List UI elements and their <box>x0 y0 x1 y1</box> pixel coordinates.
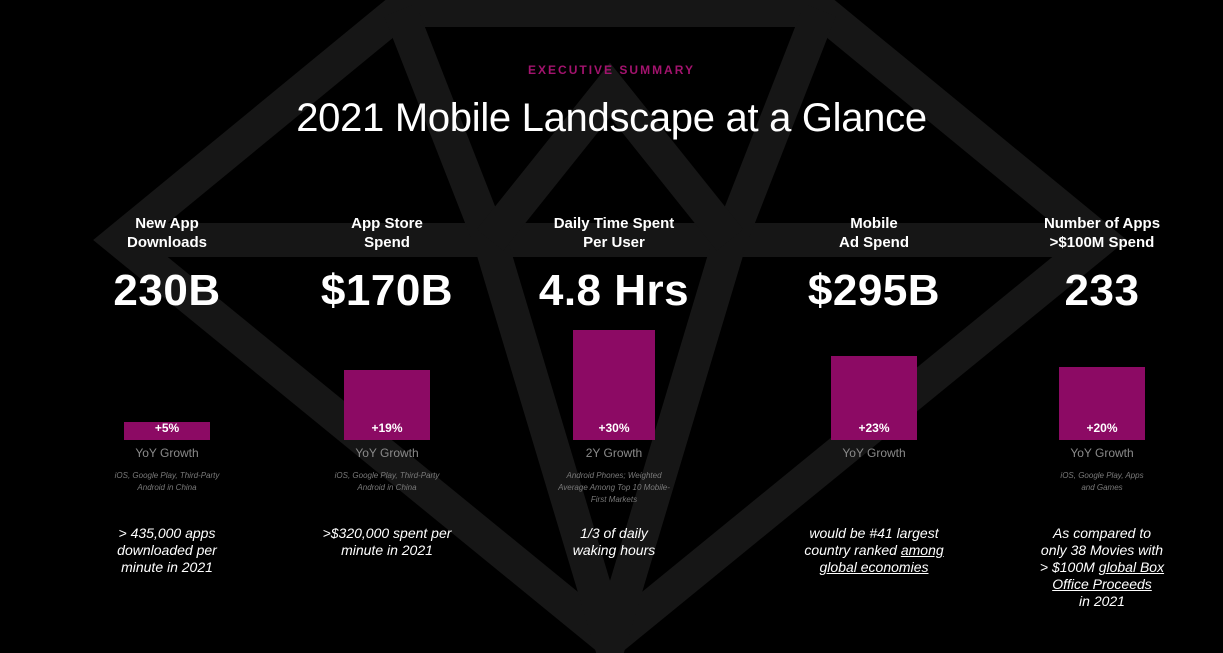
metric-label: Daily Time Spent Per User <box>553 215 675 251</box>
metric-column: Daily Time Spent Per User 4.8 Hrs +30% 2Y G… <box>504 214 724 558</box>
growth-bar-label: +20% <box>1086 421 1118 435</box>
context-note-text: > 435,000 apps downloaded per minute in … <box>117 525 217 575</box>
metric-label: App Store Spend <box>351 215 423 251</box>
growth-period-label: 2Y Growth <box>585 446 643 460</box>
page-title: 2021 Mobile Landscape at a Glance <box>296 96 927 140</box>
growth-bar: +23% <box>831 355 917 440</box>
metric-value: 233 <box>1064 266 1140 315</box>
growth-period-label: YoY Growth <box>842 446 906 460</box>
context-note: 1/3 of daily waking hours <box>504 525 724 559</box>
eyebrow-label: EXECUTIVE SUMMARY <box>528 63 695 77</box>
growth-bar-label: +5% <box>154 421 180 435</box>
growth-bar-area: +20% <box>992 330 1212 440</box>
context-note-text: 1/3 of daily waking hours <box>572 525 656 558</box>
context-note-tail: in 2021 <box>1079 593 1125 609</box>
metric-column: Mobile Ad Spend $295B +23% YoY Growth would … <box>764 214 984 575</box>
source-note: iOS, Google Play, Apps and Games <box>1060 471 1144 492</box>
metric-label: Number of Apps >$100M Spend <box>1043 215 1161 251</box>
context-note: As compared to only 38 Movies with > $10… <box>992 525 1212 610</box>
context-note: > 435,000 apps downloaded per minute in … <box>57 525 277 576</box>
growth-bar: +19% <box>344 370 430 440</box>
context-note: >$320,000 spent per minute in 2021 <box>277 525 497 559</box>
growth-bar-label: +23% <box>858 421 890 435</box>
growth-period-label: YoY Growth <box>135 446 199 460</box>
context-note-emphasis: global Box Office Proceeds <box>1052 559 1165 592</box>
context-note: would be #41 largest country ranked amon… <box>764 525 984 576</box>
metric-label: New App Downloads <box>126 215 207 251</box>
growth-bar: +5% <box>124 421 210 440</box>
growth-bar: +30% <box>573 330 655 440</box>
context-note-text: >$320,000 spent per minute in 2021 <box>322 525 452 558</box>
metric-column: Number of Apps >$100M Spend 233 +20% YoY Gr… <box>992 214 1212 609</box>
growth-bar-label: +30% <box>598 421 630 435</box>
growth-period-label: YoY Growth <box>355 446 419 460</box>
growth-bar-area: +19% <box>277 330 497 440</box>
metric-value: 4.8 Hrs <box>538 266 690 315</box>
metric-value: 230B <box>113 266 221 315</box>
source-note: iOS, Google Play, Third-Party Android in… <box>114 471 220 492</box>
metric-column: App Store Spend $170B +19% YoY Growth iOS, G… <box>277 214 497 558</box>
growth-bar: +20% <box>1059 366 1145 440</box>
metric-value: $170B <box>320 266 454 315</box>
metric-value: $295B <box>807 266 941 315</box>
context-note-text: As compared to only 38 Movies with > $10… <box>1039 525 1164 575</box>
growth-period-label: YoY Growth <box>1070 446 1134 460</box>
source-note: Android Phones; Weighted Average Among T… <box>558 471 670 504</box>
metric-column: New App Downloads 230B +5% YoY Growth iOS, G… <box>57 214 277 575</box>
growth-bar-label: +19% <box>371 421 403 435</box>
source-note: iOS, Google Play, Third-Party Android in… <box>334 471 440 492</box>
growth-bar-area: +23% <box>764 330 984 440</box>
growth-bar-area: +30% <box>504 330 724 440</box>
context-note-emphasis: among global economies <box>819 542 944 575</box>
metric-label: Mobile Ad Spend <box>839 215 909 251</box>
context-note-text: would be #41 largest country ranked <box>804 525 939 558</box>
growth-bar-area: +5% <box>57 330 277 440</box>
